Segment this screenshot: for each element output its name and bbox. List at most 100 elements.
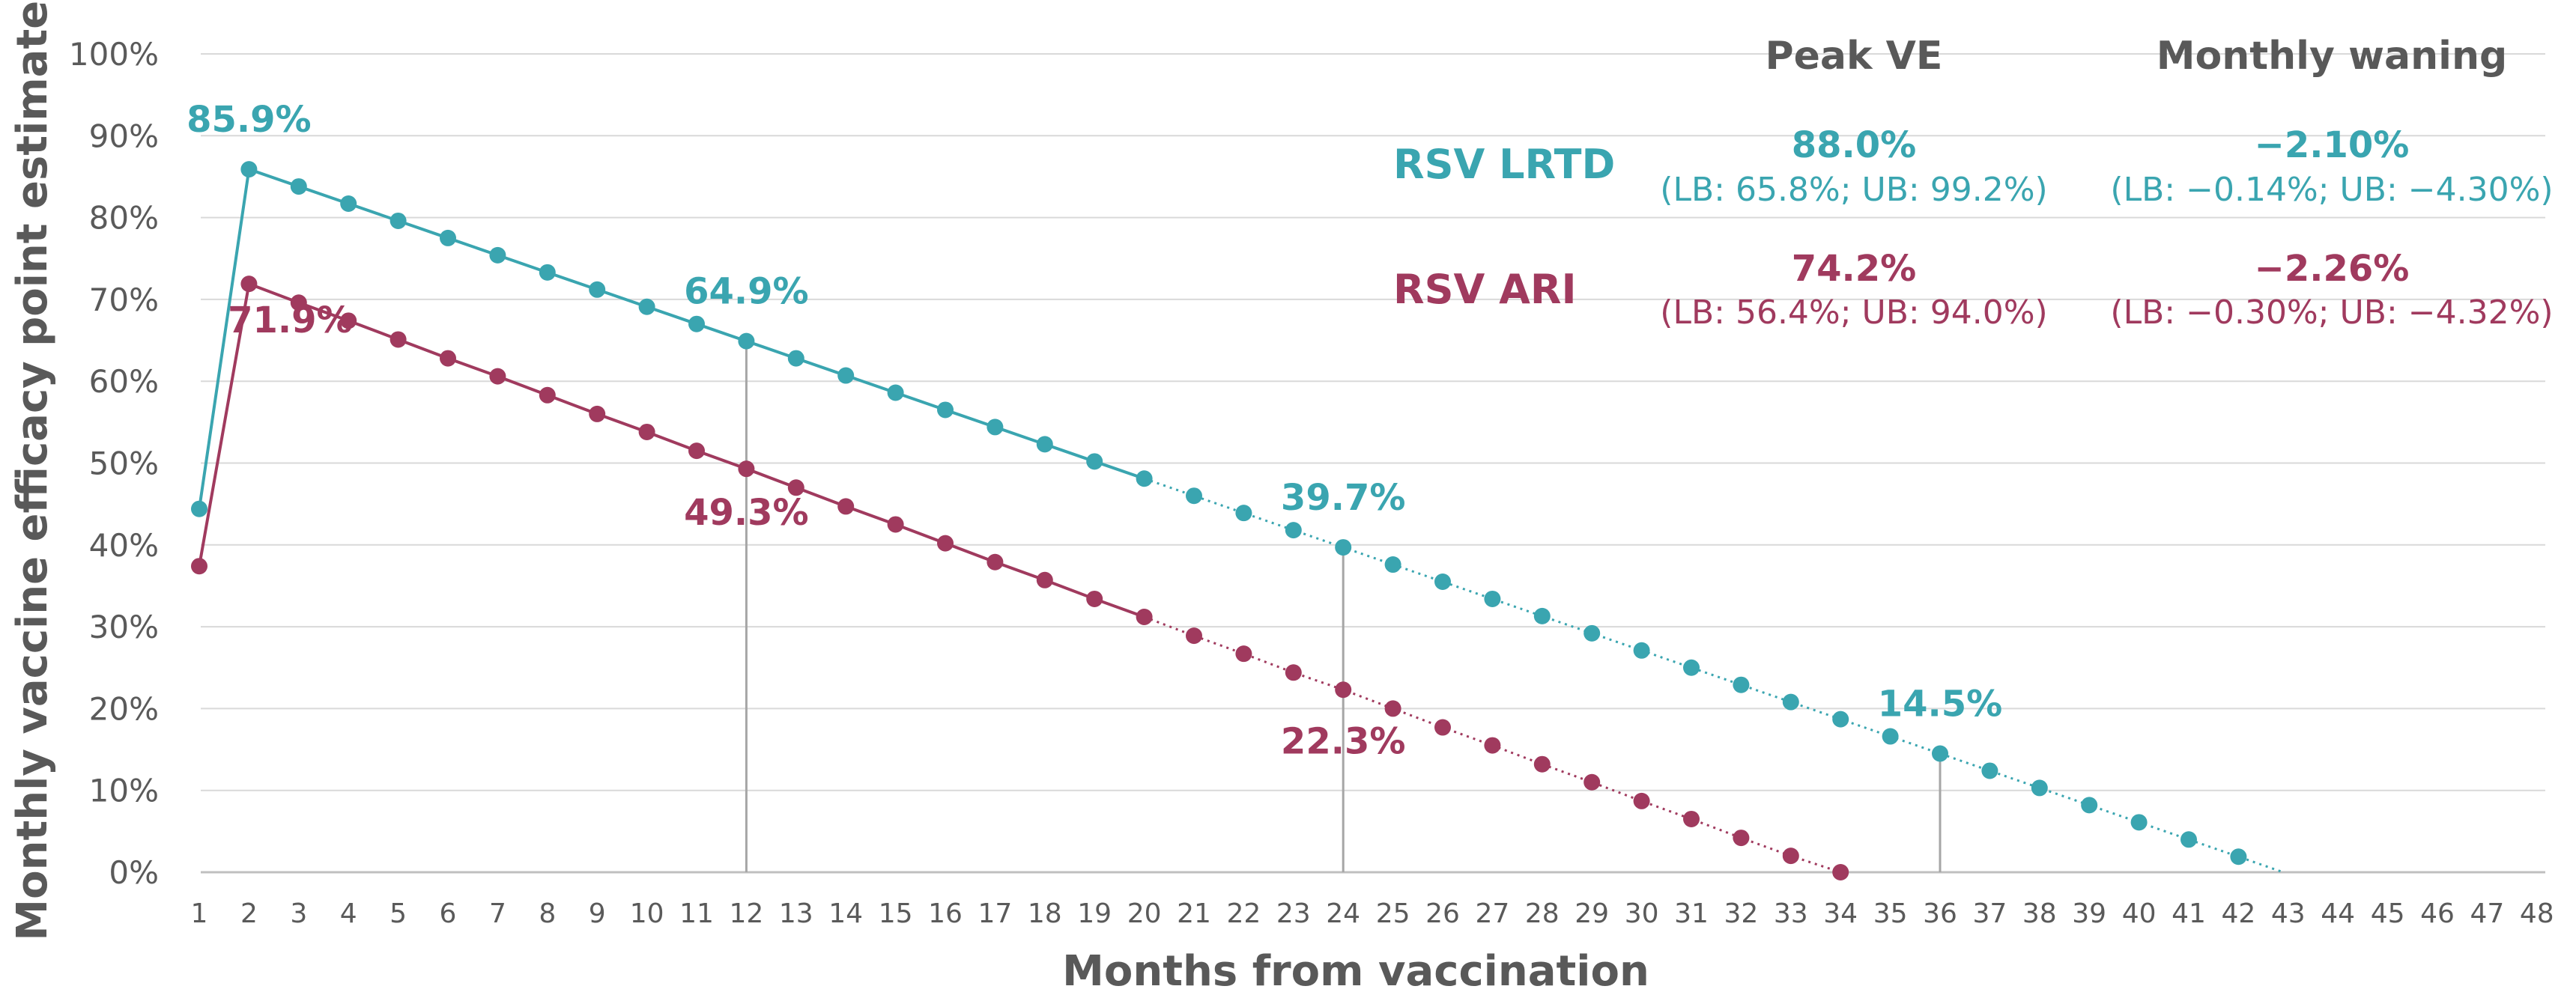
x-tick-label: 27: [1475, 898, 1509, 929]
data-point: [1533, 607, 1551, 624]
data-point: [489, 368, 506, 385]
data-label: 64.9%: [684, 271, 809, 313]
data-point: [390, 212, 407, 229]
data-point: [2180, 831, 2197, 848]
x-tick-label: 24: [1326, 898, 1360, 929]
monthly-waning-header: Monthly waning: [2157, 34, 2507, 79]
grid-lines: [201, 53, 2545, 874]
data-point: [887, 516, 904, 533]
data-point: [539, 264, 556, 281]
data-point: [1932, 745, 1948, 762]
x-tick-label: 31: [1674, 898, 1709, 929]
y-tick-label: 0%: [109, 854, 159, 891]
series: [191, 161, 2284, 880]
x-tick-label: 48: [2520, 898, 2554, 929]
data-point: [1335, 681, 1352, 699]
data-point: [987, 553, 1004, 571]
data-point: [987, 419, 1004, 436]
ari-waning-ci: (LB: −0.30%; UB: −4.32%): [2110, 293, 2553, 332]
legend-label-lrtd: RSV LRTD: [1393, 141, 1615, 188]
series-rsv-lrtd: [191, 161, 2284, 874]
data-point: [1683, 810, 1700, 827]
data-point: [837, 498, 855, 515]
data-point: [489, 246, 506, 264]
data-point: [738, 460, 755, 478]
x-tick-label: 41: [2172, 898, 2206, 929]
data-point: [787, 350, 804, 367]
summary-table: Peak VE Monthly waning RSV LRTD 88.0% (L…: [1393, 34, 2554, 332]
x-tick-label: 14: [828, 898, 863, 929]
x-tick-label: 18: [1028, 898, 1062, 929]
data-point: [1036, 571, 1053, 588]
x-tick-label: 20: [1127, 898, 1162, 929]
series-line-projected: [1144, 477, 2284, 874]
x-tick-label: 36: [1923, 898, 1957, 929]
data-point: [837, 367, 855, 384]
data-point: [1186, 627, 1202, 645]
x-tick-label: 6: [440, 898, 457, 929]
x-tick-label: 37: [1972, 898, 2007, 929]
x-tick-label: 13: [779, 898, 813, 929]
peak-ve-header: Peak VE: [1766, 34, 1943, 79]
data-point: [1186, 487, 1202, 505]
x-tick-label: 10: [630, 898, 664, 929]
data-point: [440, 350, 456, 367]
data-point: [1733, 676, 1750, 693]
x-tick-label: 47: [2470, 898, 2504, 929]
data-point: [2230, 848, 2247, 865]
data-point: [638, 298, 655, 315]
y-tick-label: 90%: [89, 118, 159, 154]
data-label: 39.7%: [1281, 477, 1406, 519]
ari-peak-ci: (LB: 56.4%; UB: 94.0%): [1660, 293, 2047, 332]
y-tick-labels: 0% 10% 20% 30% 40% 50% 60% 70% 80% 90% 100%: [69, 36, 159, 891]
x-tick-label: 19: [1077, 898, 1112, 929]
x-tick-label: 40: [2122, 898, 2157, 929]
x-tick-label: 29: [1575, 898, 1609, 929]
x-tick-label: 7: [489, 898, 506, 929]
x-tick-label: 4: [340, 898, 357, 929]
x-tick-label: 21: [1177, 898, 1211, 929]
x-tick-label: 2: [240, 898, 258, 929]
data-point: [1384, 556, 1401, 574]
data-point: [589, 405, 606, 422]
x-tick-label: 1: [191, 898, 208, 929]
y-tick-label: 50%: [89, 445, 159, 482]
data-point: [1434, 719, 1451, 736]
x-tick-label: 45: [2371, 898, 2405, 929]
data-point: [1235, 505, 1252, 522]
data-point: [688, 442, 705, 460]
x-tick-label: 3: [290, 898, 307, 929]
y-tick-label: 30%: [89, 609, 159, 645]
data-point: [1584, 773, 1601, 791]
x-tick-label: 32: [1724, 898, 1758, 929]
x-tick-label: 12: [729, 898, 763, 929]
x-tick-label: 26: [1425, 898, 1460, 929]
y-tick-label: 10%: [89, 773, 159, 809]
y-tick-label: 40%: [89, 527, 159, 564]
series-line-observed: [198, 282, 1145, 618]
drop-lines: [745, 341, 1942, 872]
data-point: [191, 500, 207, 517]
x-tick-label: 39: [2072, 898, 2106, 929]
x-tick-label: 9: [589, 898, 606, 929]
y-tick-label: 60%: [89, 363, 159, 400]
data-point: [1484, 590, 1501, 607]
data-point: [340, 195, 357, 213]
data-point: [539, 386, 556, 404]
x-tick-label: 15: [879, 898, 913, 929]
data-point: [1434, 573, 1451, 590]
y-tick-label: 20%: [89, 690, 159, 727]
data-point: [1335, 539, 1352, 556]
data-point: [1733, 830, 1750, 847]
series-rsv-ari: [191, 276, 1849, 880]
data-point: [1633, 792, 1650, 809]
x-axis-title: Months from vaccination: [1062, 947, 1649, 996]
data-point: [191, 558, 207, 575]
y-axis-title: Monthly vaccine efficacy point estimates: [8, 0, 57, 941]
data-labels: 85.9% 64.9% 39.7% 14.5% 71.9% 49.3% 22.3%: [187, 99, 2002, 762]
data-label: 85.9%: [187, 99, 312, 141]
data-point: [1584, 624, 1601, 642]
lrtd-peak-ve: 88.0%: [1792, 124, 1917, 166]
ari-monthly-waning: −2.26%: [2255, 248, 2410, 290]
data-point: [1086, 590, 1103, 607]
